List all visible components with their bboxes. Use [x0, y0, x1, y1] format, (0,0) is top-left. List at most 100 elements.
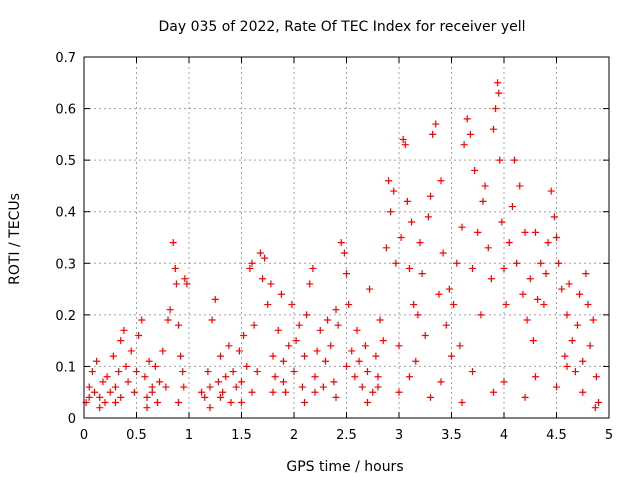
x-tick-label: 5 — [605, 428, 613, 443]
data-points — [82, 79, 602, 412]
data-point — [421, 331, 429, 339]
x-tick-label: 1 — [185, 428, 193, 443]
data-point — [198, 388, 206, 396]
data-point — [204, 368, 212, 376]
data-point — [351, 373, 359, 381]
data-point — [508, 203, 516, 211]
data-point — [432, 120, 440, 128]
data-point — [500, 378, 508, 386]
data-point — [211, 295, 219, 303]
data-point — [238, 378, 245, 386]
data-point — [175, 399, 182, 407]
data-point — [481, 182, 489, 190]
data-point — [553, 383, 560, 391]
data-point — [109, 352, 117, 360]
data-point — [529, 337, 537, 345]
data-point — [327, 342, 335, 350]
data-point — [474, 228, 482, 236]
y-tick-label: 0.7 — [55, 51, 76, 66]
data-point — [361, 342, 369, 350]
chart-title: Day 035 of 2022, Rate Of TEC Index for r… — [158, 19, 525, 35]
data-point — [133, 368, 140, 376]
data-point — [169, 239, 177, 247]
data-point — [177, 352, 185, 360]
data-point — [271, 373, 279, 381]
data-point — [555, 259, 563, 267]
data-point — [355, 357, 363, 365]
data-point — [180, 383, 188, 391]
data-point — [181, 275, 189, 283]
data-point — [96, 404, 104, 412]
data-point — [306, 280, 314, 288]
data-point — [532, 228, 539, 236]
data-point — [175, 321, 182, 329]
x-tick-label: 3 — [395, 428, 403, 443]
data-point — [364, 368, 371, 376]
data-point — [313, 347, 321, 355]
y-tick-label: 0.1 — [55, 360, 76, 375]
data-point — [138, 316, 146, 324]
data-point — [589, 316, 597, 324]
x-tick-label: 4.5 — [546, 428, 567, 443]
data-point — [490, 125, 497, 133]
data-point — [229, 368, 237, 376]
data-point — [379, 337, 387, 345]
data-point — [469, 264, 476, 272]
data-point — [439, 249, 447, 257]
data-point — [343, 362, 350, 370]
data-point — [369, 388, 377, 396]
data-point — [115, 368, 123, 376]
data-point — [332, 306, 340, 314]
data-point — [395, 342, 403, 350]
y-tick-label: 0 — [68, 412, 76, 427]
data-point — [523, 316, 531, 324]
data-point — [540, 301, 548, 309]
y-tick-label: 0.2 — [55, 309, 76, 324]
data-point — [496, 156, 504, 164]
data-point — [145, 357, 153, 365]
data-point — [261, 254, 269, 262]
data-point — [385, 177, 392, 185]
data-point — [382, 244, 390, 252]
data-point — [495, 89, 503, 97]
data-point — [309, 264, 317, 272]
data-point — [484, 244, 492, 252]
data-point — [267, 280, 275, 288]
data-point — [460, 141, 468, 149]
data-point — [217, 352, 224, 360]
data-point — [374, 383, 382, 391]
data-point — [274, 326, 282, 334]
data-point — [406, 264, 413, 272]
data-point — [458, 223, 466, 231]
y-axis-label: ROTI / TECUs — [7, 193, 23, 285]
data-point — [542, 270, 550, 278]
data-point — [227, 399, 235, 407]
x-axis-label: GPS time / hours — [286, 459, 403, 475]
y-tick-label: 0.3 — [55, 257, 76, 272]
data-point — [232, 383, 240, 391]
data-point — [269, 388, 277, 396]
data-point — [469, 368, 476, 376]
data-point — [387, 208, 395, 216]
data-point — [395, 388, 403, 396]
data-point — [429, 130, 437, 138]
data-point — [280, 357, 287, 365]
data-point — [311, 373, 319, 381]
data-point — [445, 285, 453, 293]
data-point — [285, 342, 293, 350]
data-point — [99, 378, 107, 386]
data-point — [85, 393, 93, 401]
data-point — [516, 182, 524, 190]
data-point — [112, 399, 119, 407]
data-point — [399, 136, 407, 144]
data-point — [348, 347, 356, 355]
data-point — [243, 362, 251, 370]
data-point — [130, 388, 138, 396]
data-point — [141, 373, 149, 381]
data-point — [345, 301, 353, 309]
data-point — [568, 337, 576, 345]
data-point — [574, 321, 581, 329]
data-point — [595, 399, 602, 407]
data-point — [324, 316, 332, 324]
